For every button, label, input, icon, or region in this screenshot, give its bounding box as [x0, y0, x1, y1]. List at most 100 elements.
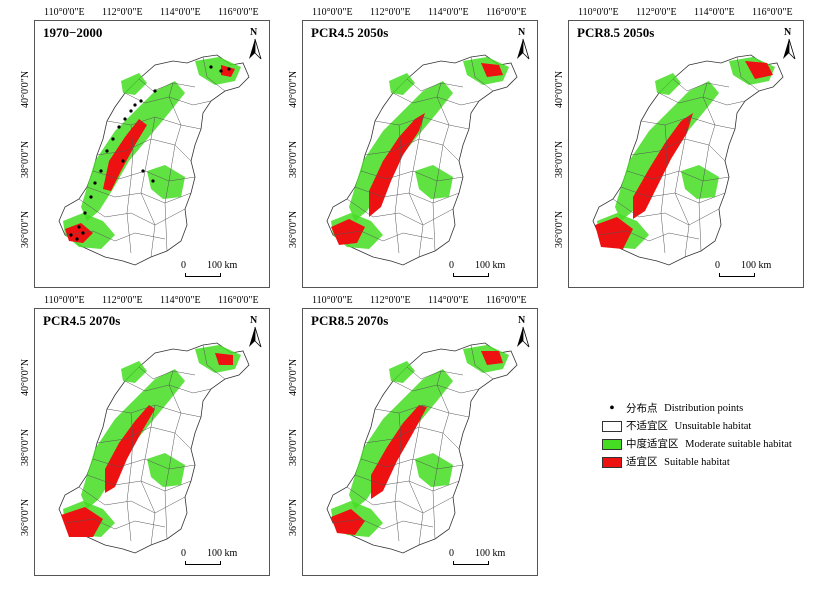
distribution-point: [133, 103, 137, 107]
region-outline: [58, 342, 250, 554]
county-boundary: [470, 56, 494, 92]
unsuitable-swatch: [602, 421, 622, 433]
distribution-point: [129, 109, 133, 113]
scale-bar: [185, 561, 221, 565]
county-boundary: [78, 198, 186, 226]
longitude-tick-label: 116°0'0"E: [486, 7, 527, 18]
north-label: N: [250, 27, 258, 38]
moderate-habitat-area: [147, 165, 185, 199]
latitude-tick-label: 38°0'0"N: [20, 140, 31, 178]
longitude-tick-label: 116°0'0"E: [752, 7, 793, 18]
county-boundary: [394, 124, 402, 254]
moderate-habitat-area: [415, 453, 453, 487]
longitude-tick-label: 110°0'0"E: [578, 7, 619, 18]
legend-label-en: Moderate suitable habitat: [685, 439, 792, 450]
moderate-habitat-area: [121, 361, 147, 383]
suitable-habitat-area: [215, 353, 233, 365]
distribution-point: [153, 89, 157, 93]
longitude-tick-label: 116°0'0"E: [218, 7, 259, 18]
distribution-point: [111, 137, 115, 141]
distribution-point: [209, 65, 213, 69]
distribution-point: [81, 231, 85, 235]
county-boundary: [698, 82, 716, 252]
county-boundary: [164, 370, 182, 540]
latitude-tick-label: 36°0'0"N: [288, 498, 299, 536]
legend-suitable: 适宜区 Suitable habitat: [602, 454, 792, 472]
map-panel: 1970−2000 N 0 100 km: [34, 20, 270, 288]
county-boundary: [406, 78, 464, 92]
suitable-habitat-area: [481, 63, 503, 77]
distribution-point: [121, 159, 125, 163]
scale-bar: [453, 561, 489, 565]
longitude-tick-label: 110°0'0"E: [44, 295, 85, 306]
county-boundary: [346, 198, 454, 226]
longitude-tick-label: 114°0'0"E: [160, 7, 201, 18]
panel-title: 1970−2000: [43, 25, 103, 40]
suitable-swatch: [602, 457, 622, 469]
suitable-habitat-area: [331, 219, 365, 245]
scale-zero-label: 0: [181, 548, 186, 559]
distribution-point: [117, 125, 121, 129]
suitable-habitat-area: [369, 113, 425, 217]
habitat-map: [58, 342, 250, 554]
suitable-habitat-area: [103, 119, 147, 191]
scale-distance-label: 100 km: [207, 260, 238, 271]
north-arrow-icon: N: [245, 315, 265, 351]
county-boundary: [408, 116, 424, 258]
distribution-point: [99, 169, 103, 173]
north-label: N: [518, 315, 526, 326]
suitable-habitat-area: [221, 65, 235, 77]
county-boundary: [64, 518, 166, 530]
county-boundary: [126, 412, 134, 542]
suitable-habitat-area: [61, 507, 103, 537]
county-boundary: [140, 116, 156, 258]
county-boundary: [406, 366, 464, 380]
county-boundary: [674, 116, 690, 258]
latitude-tick-label: 40°0'0"N: [20, 70, 31, 108]
scale-zero-label: 0: [449, 548, 454, 559]
county-boundary: [470, 344, 494, 380]
distribution-point-symbol: •: [609, 401, 615, 416]
suitable-habitat-area: [745, 61, 773, 79]
scale-distance-label: 100 km: [207, 548, 238, 559]
county-boundary: [612, 198, 720, 226]
distribution-point: [75, 237, 79, 241]
scale-bar: [185, 273, 221, 277]
panel-title: PCR4.5 2050s: [311, 25, 389, 40]
moderate-habitat-area: [389, 361, 415, 383]
legend-label-en: Unsuitable habitat: [674, 421, 752, 432]
scale-zero-label: 0: [715, 260, 720, 271]
latitude-tick-label: 40°0'0"N: [554, 70, 565, 108]
panel-title: PCR8.5 2070s: [311, 313, 389, 328]
legend: • 分布点 Distribution points 不适宜区 Unsuitable…: [602, 400, 792, 472]
longitude-tick-label: 112°0'0"E: [636, 7, 677, 18]
scale-distance-label: 100 km: [741, 260, 772, 271]
county-boundary: [202, 56, 226, 92]
latitude-tick-label: 40°0'0"N: [288, 358, 299, 396]
scale-distance-label: 100 km: [475, 260, 506, 271]
scale-bar: [453, 273, 489, 277]
longitude-tick-label: 110°0'0"E: [44, 7, 85, 18]
distribution-point: [69, 233, 73, 237]
habitat-map: [58, 54, 250, 266]
latitude-tick-label: 36°0'0"N: [20, 498, 31, 536]
county-boundary: [332, 518, 434, 530]
moderate-habitat-area: [655, 73, 681, 95]
suitable-habitat-area: [481, 351, 503, 365]
habitat-map: [326, 54, 518, 266]
latitude-tick-label: 40°0'0"N: [288, 70, 299, 108]
moderate-habitat-area: [415, 165, 453, 199]
county-boundary: [736, 56, 760, 92]
north-arrow-icon: N: [513, 27, 533, 63]
map-panel: PCR8.5 2050s N 0 100 km: [568, 20, 804, 288]
moderate-habitat-area: [195, 57, 241, 85]
scale-zero-label: 0: [449, 260, 454, 271]
latitude-tick-label: 40°0'0"N: [20, 358, 31, 396]
county-boundary: [332, 230, 434, 242]
region-outline: [58, 54, 250, 266]
legend-moderate: 中度适宜区 Moderate suitable habitat: [602, 436, 792, 454]
longitude-tick-label: 110°0'0"E: [312, 7, 353, 18]
longitude-tick-label: 114°0'0"E: [694, 7, 735, 18]
suitable-habitat-area: [105, 405, 155, 493]
county-boundary: [138, 78, 196, 92]
